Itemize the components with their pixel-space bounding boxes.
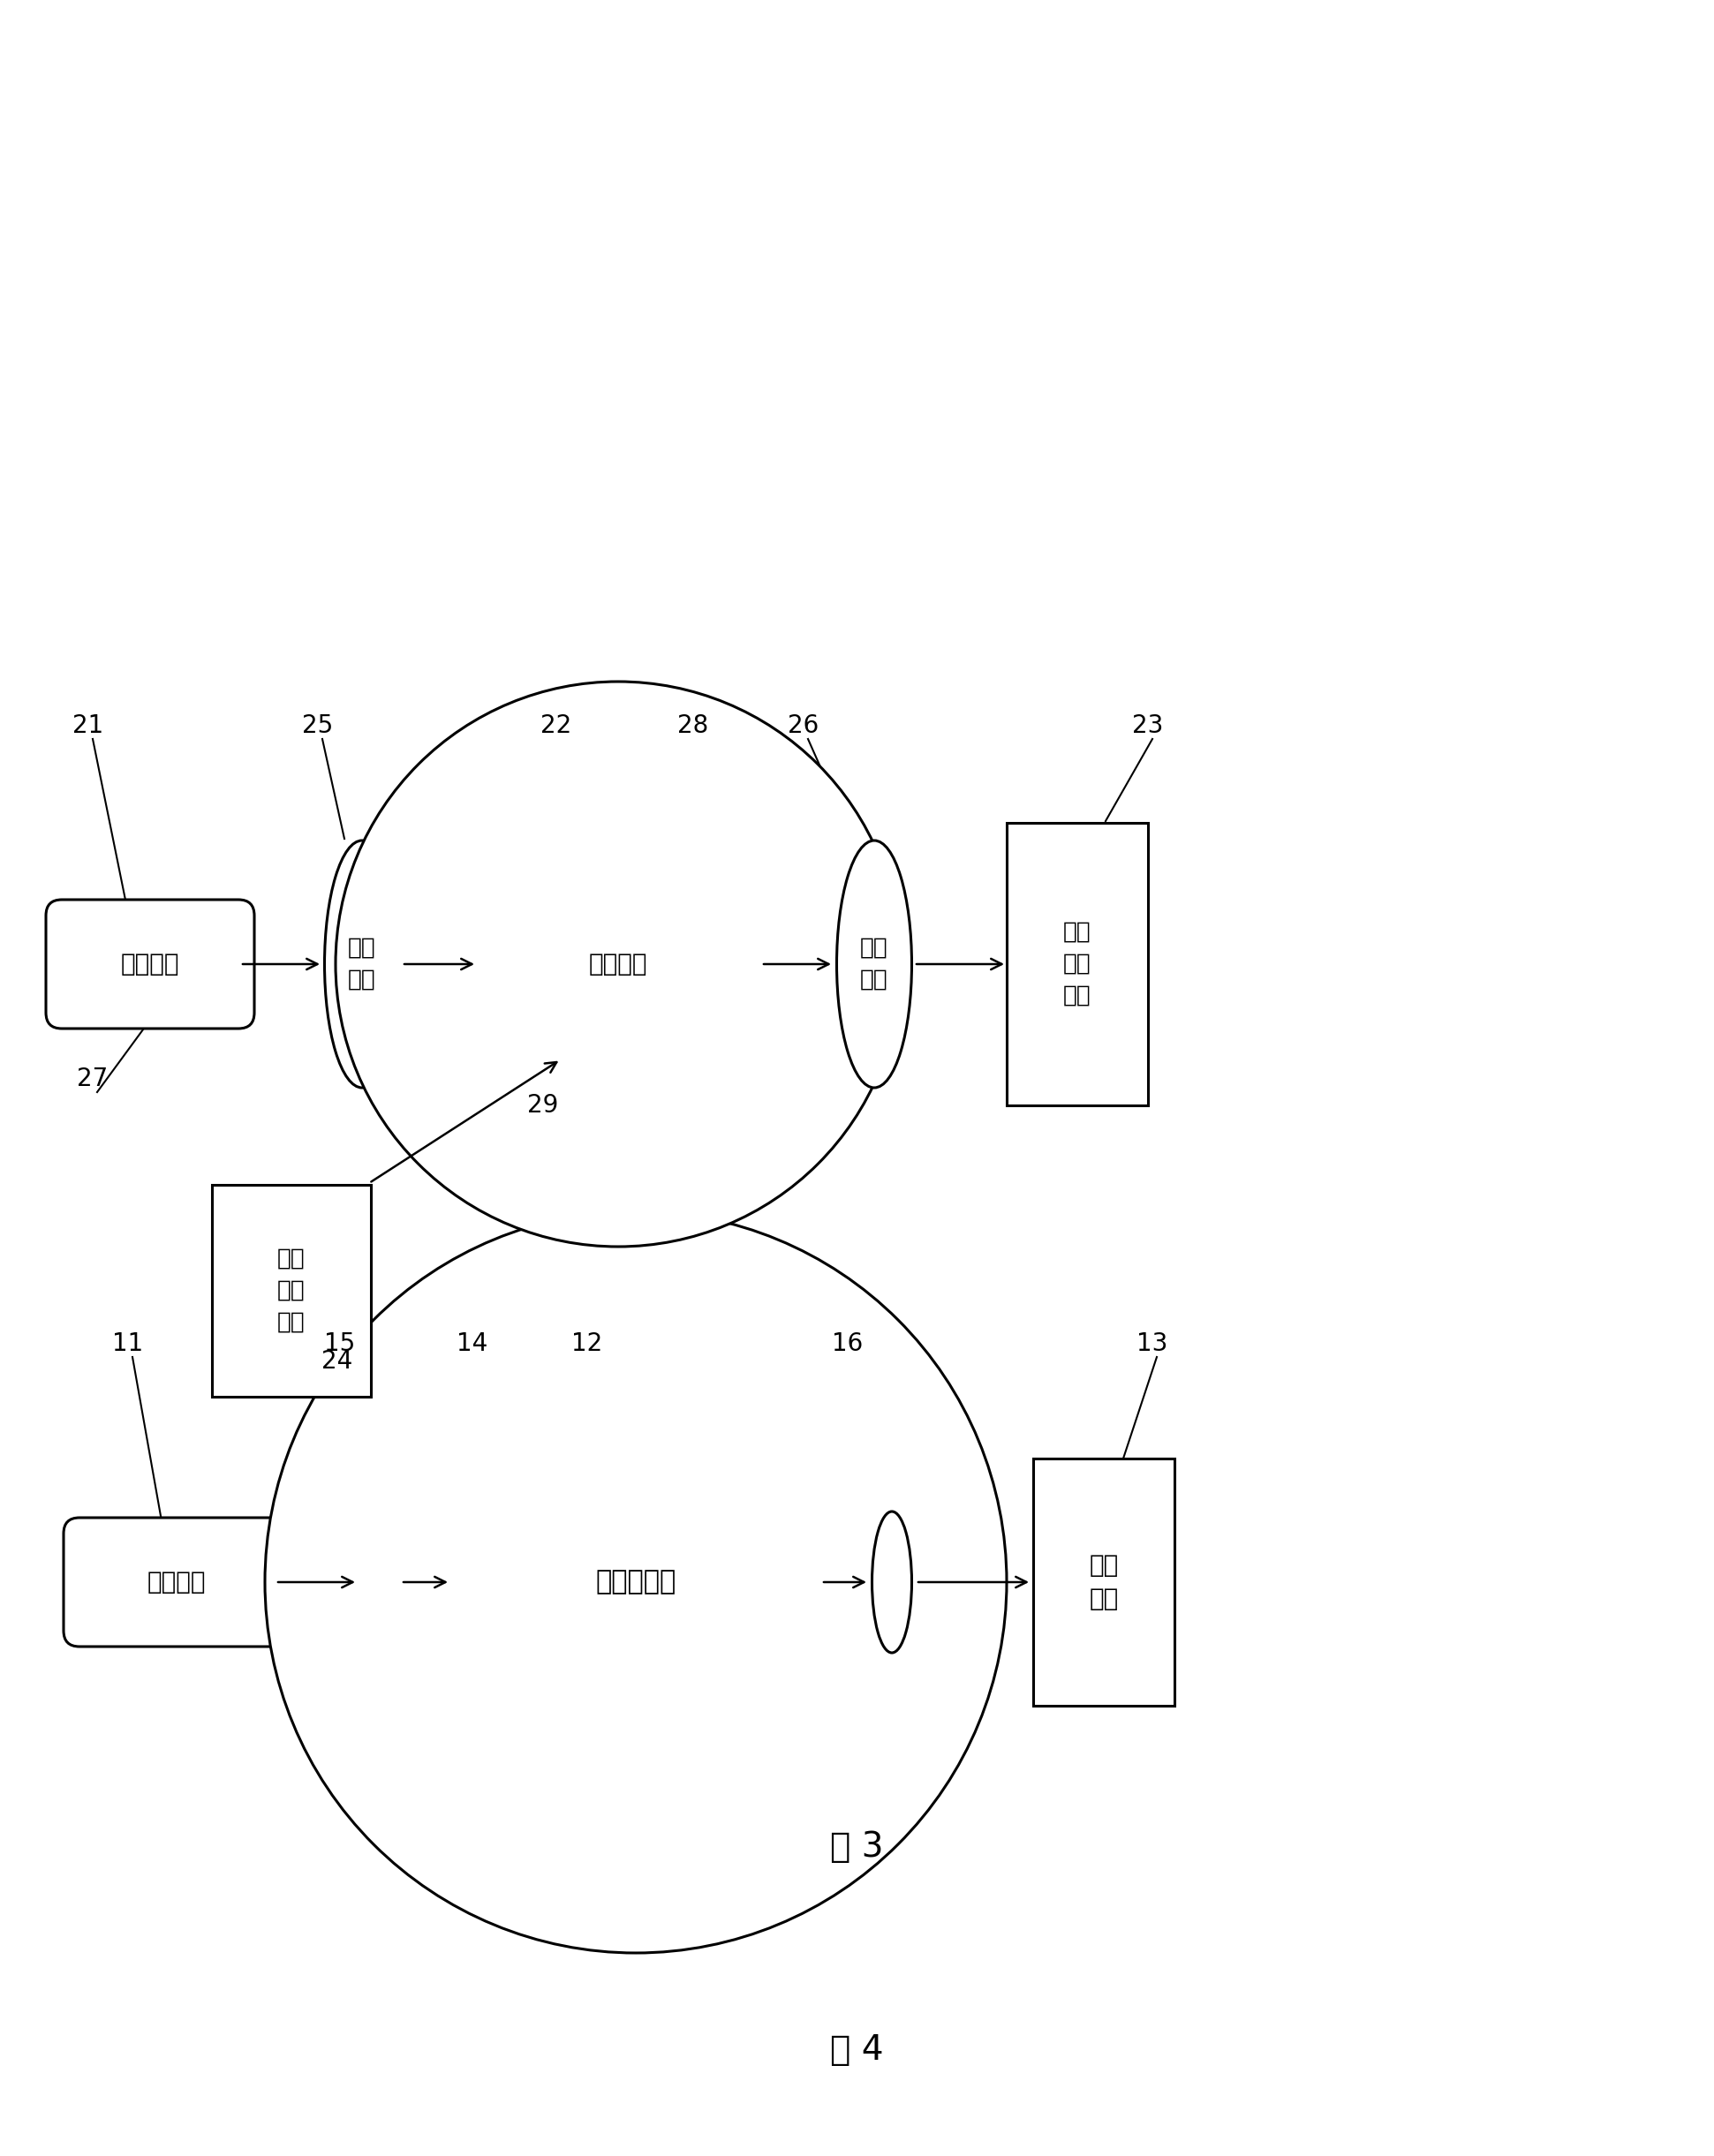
Bar — [1034, 1457, 1174, 1705]
FancyBboxPatch shape — [46, 899, 254, 1028]
Ellipse shape — [836, 841, 912, 1089]
Text: 21: 21 — [72, 714, 105, 737]
Text: 第一
透镜: 第一 透镜 — [348, 936, 375, 992]
Text: 第二
感光
装置: 第二 感光 装置 — [278, 1248, 305, 1335]
Text: 28: 28 — [677, 714, 710, 737]
Text: 运动装置: 运动装置 — [590, 951, 648, 977]
Ellipse shape — [872, 1511, 912, 1654]
Ellipse shape — [336, 681, 902, 1246]
Ellipse shape — [360, 1511, 399, 1654]
Text: 发光装置: 发光装置 — [120, 951, 180, 977]
Text: 29: 29 — [528, 1093, 559, 1117]
Bar — [1006, 824, 1148, 1106]
Text: 15: 15 — [324, 1332, 355, 1356]
Text: 发光装置: 发光装置 — [147, 1570, 206, 1595]
Text: 25: 25 — [302, 714, 334, 737]
Ellipse shape — [324, 841, 399, 1089]
Text: 11: 11 — [113, 1332, 144, 1356]
Text: 26: 26 — [788, 714, 819, 737]
Ellipse shape — [266, 1212, 1006, 1953]
Text: 图 3: 图 3 — [830, 1830, 883, 1863]
FancyBboxPatch shape — [63, 1518, 290, 1647]
Text: 27: 27 — [77, 1067, 108, 1091]
Text: 第一
感光
装置: 第一 感光 装置 — [1063, 921, 1092, 1007]
Text: 22: 22 — [540, 714, 572, 737]
Text: 16: 16 — [833, 1332, 864, 1356]
Text: 24: 24 — [322, 1350, 353, 1373]
Text: 12: 12 — [572, 1332, 603, 1356]
Text: 14: 14 — [458, 1332, 488, 1356]
Bar — [213, 1186, 370, 1397]
Text: 光学轨迹球: 光学轨迹球 — [595, 1570, 675, 1595]
Text: 13: 13 — [1136, 1332, 1167, 1356]
Text: 23: 23 — [1133, 714, 1164, 737]
Text: 感光
装置: 感光 装置 — [1088, 1552, 1119, 1613]
Text: 第二
透镜: 第二 透镜 — [860, 936, 888, 992]
Text: 图 4: 图 4 — [830, 2033, 883, 2068]
